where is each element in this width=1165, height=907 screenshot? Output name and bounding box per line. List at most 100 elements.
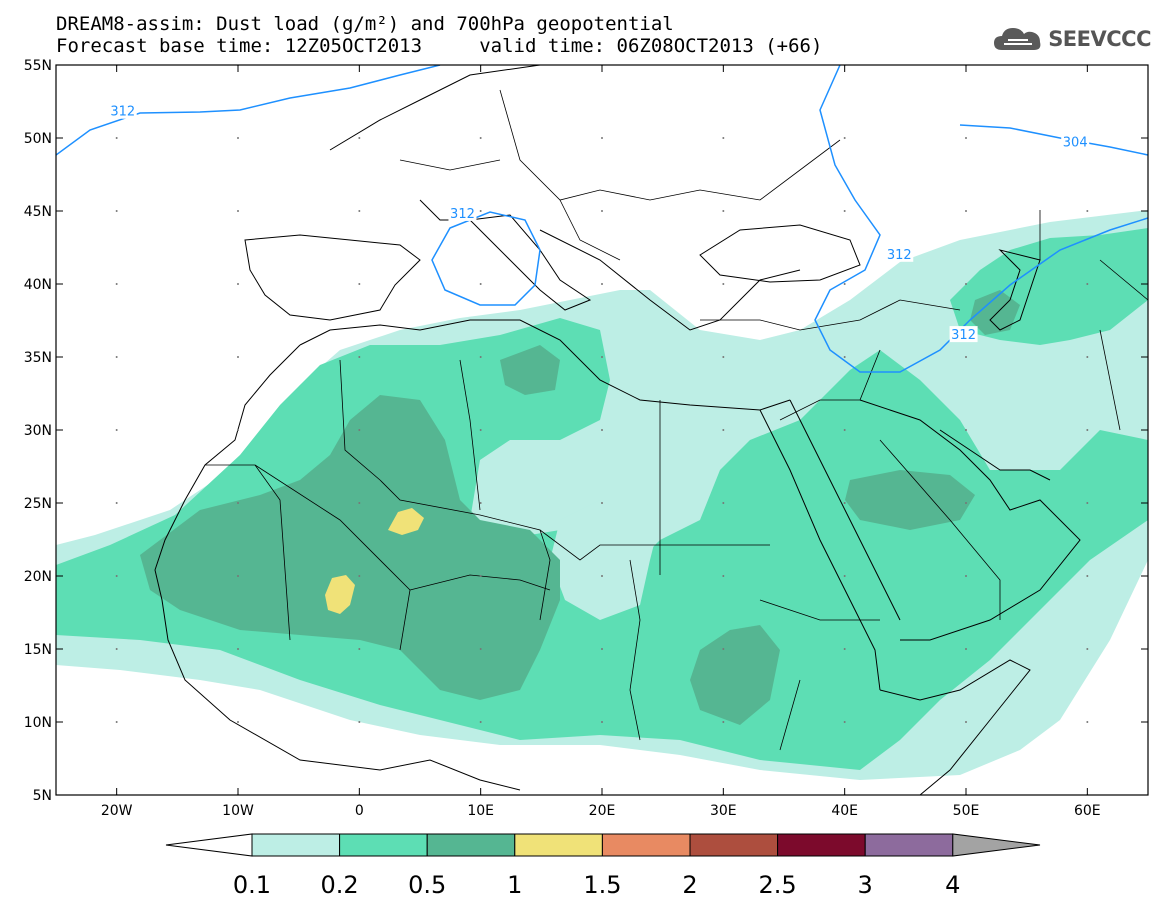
graticule-dot <box>358 356 361 358</box>
contour-312-east <box>814 65 1148 373</box>
colorbar-label: 1.5 <box>583 871 621 899</box>
graticule-dot <box>843 721 846 723</box>
graticule-dot <box>479 502 482 504</box>
colorbar-label: 3 <box>858 871 873 899</box>
graticule-dot <box>722 356 725 358</box>
colorbar-segment <box>601 833 691 857</box>
graticule-dot <box>237 283 239 285</box>
lat-tick-label: 40N <box>24 277 52 293</box>
graticule-dot <box>115 502 118 504</box>
country-borders <box>205 89 1148 751</box>
graticule-dot <box>601 502 603 504</box>
chart-subtitle: Forecast base time: 12Z05OCT2013 valid t… <box>56 35 823 57</box>
graticule-dot <box>843 137 846 139</box>
colorbar-segment <box>514 833 603 857</box>
contour-label: 304 <box>1061 133 1090 150</box>
lon-tick-label: 30E <box>710 803 737 819</box>
colorbar-label: 0.2 <box>321 871 359 899</box>
map-area: 312 312 312 312 304 <box>56 65 1148 795</box>
border-segment-1 <box>205 464 291 641</box>
graticule-dot <box>358 502 361 504</box>
border-segment-15 <box>759 599 880 751</box>
colorbar-segment <box>339 833 428 857</box>
coastline-west-africa <box>154 344 521 791</box>
dust-shade-level-4-b <box>325 575 355 614</box>
lat-tick-label: 55N <box>24 58 52 74</box>
graticule-dot <box>358 283 361 285</box>
graticule-dot <box>479 648 482 650</box>
colorbar-segment <box>777 833 866 857</box>
graticule-dot <box>237 210 239 212</box>
contour-304 <box>959 124 1148 156</box>
lon-tick-label: 10W <box>222 803 254 819</box>
colorbar: 0.1 0.2 0.5 1 1.5 2 2.5 3 4 <box>165 833 1041 899</box>
colorbar-segment <box>426 833 516 857</box>
cloud-logo-icon <box>994 28 1041 50</box>
graticule-dot <box>965 575 967 577</box>
graticule-dot <box>601 575 603 577</box>
graticule-dot <box>358 210 361 212</box>
graticule-dot <box>1086 356 1089 358</box>
graticule-dot <box>358 721 361 723</box>
graticule-dot <box>965 429 967 431</box>
coastline-black-sea <box>699 224 861 283</box>
colorbar-label: 2.5 <box>759 871 797 899</box>
border-segment-14 <box>1039 210 1148 431</box>
graticule-dot <box>843 283 846 285</box>
graticule-dot <box>965 283 967 285</box>
lat-tick-label: 20N <box>24 569 52 585</box>
border-segment-4 <box>459 359 481 511</box>
contour-312-italy <box>431 211 541 306</box>
contour-label: 312 <box>448 204 477 222</box>
graticule-dot <box>601 137 603 139</box>
dust-shade-level-4-a <box>388 508 424 535</box>
coastlines <box>154 65 1081 795</box>
graticule-dot <box>115 648 118 650</box>
chart-title: DREAM8-assim: Dust load (g/m²) and 700hP… <box>56 13 674 35</box>
graticule-dot <box>237 648 239 650</box>
graticule-dot <box>479 210 482 212</box>
lon-tick-label: 20W <box>101 803 133 819</box>
graticule-dot <box>237 721 239 723</box>
graticule-dot <box>1086 502 1089 504</box>
contour-label-bg <box>885 245 914 262</box>
graticule-dot <box>237 356 239 358</box>
graticule-dot <box>722 721 725 723</box>
graticule-dot <box>722 429 725 431</box>
lon-tick-label: 60E <box>1074 803 1101 819</box>
graticule-dot <box>843 356 846 358</box>
contour-label-text: 312 <box>951 328 976 343</box>
lat-tick-label: 25N <box>24 496 52 512</box>
border-segment-8 <box>629 559 641 741</box>
graticule-dot <box>722 575 725 577</box>
graticule-dot <box>479 429 482 431</box>
graticule-dot <box>843 429 846 431</box>
lat-tick-label: 5N <box>33 788 52 804</box>
border-segment-10 <box>879 439 1001 620</box>
graticule-dot <box>1086 283 1089 285</box>
graticule-dot <box>1086 429 1089 431</box>
graticule-dot <box>358 648 361 650</box>
graticule-dot <box>237 429 239 431</box>
lon-tick-label: 40E <box>831 803 858 819</box>
graticule-dot <box>601 210 603 212</box>
graticule-dot <box>965 137 967 139</box>
colorbar-label: 0.1 <box>233 871 271 899</box>
colorbar-segment <box>251 833 341 857</box>
lat-tick-label: 15N <box>24 642 52 658</box>
border-segment-7 <box>409 574 551 591</box>
graticule-dot <box>115 356 118 358</box>
border-segment-11 <box>499 89 841 201</box>
graticule-dot <box>965 502 967 504</box>
contour-label-text: 312 <box>110 105 135 120</box>
dust-shade-level-2 <box>56 318 1148 770</box>
graticule-dot <box>479 283 482 285</box>
map-axes: 20W 10W 0 10E 20E 30E 40E 50E 60E 55N 50N 45N 40N 35N… <box>24 58 1148 819</box>
coastline-horn-africa <box>879 659 1031 795</box>
graticule-dot <box>115 210 118 212</box>
graticule-dot <box>965 648 967 650</box>
lon-tick-label: 0 <box>355 803 364 819</box>
graticule-dot <box>601 648 603 650</box>
graticule-dot <box>601 721 603 723</box>
